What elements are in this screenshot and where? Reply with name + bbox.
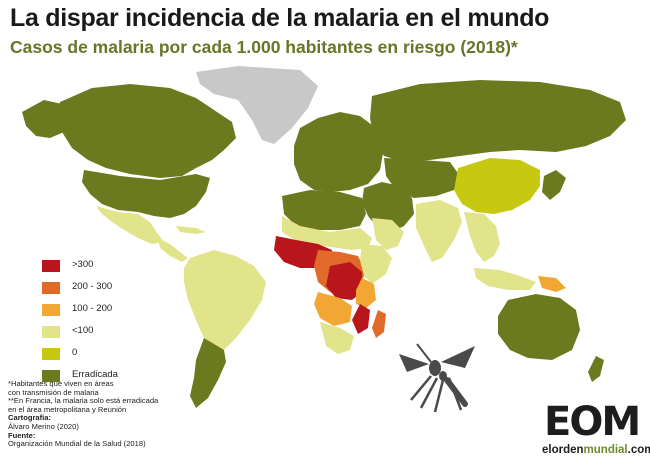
region-dr-congo — [326, 262, 362, 300]
legend-label: 100 - 200 — [72, 303, 113, 314]
region-southern-cone — [190, 338, 226, 408]
footnotes: *Habitantes que viven en áreas con trans… — [8, 379, 208, 449]
region-usa — [82, 170, 210, 218]
region-greenland — [196, 66, 318, 144]
logo-text-c: .com — [627, 444, 650, 456]
region-southern-africa — [320, 322, 354, 354]
region-china — [454, 158, 540, 214]
legend-swatch — [42, 282, 60, 294]
region-mozambique — [352, 304, 370, 334]
region-india — [416, 200, 462, 262]
region-europe — [294, 112, 384, 192]
region-north-africa — [282, 190, 366, 230]
logo-mark: EOM — [544, 399, 641, 445]
region-east-asia-islands — [542, 170, 566, 200]
footnote-line: con transmisión de malaria — [8, 387, 99, 397]
page-subtitle: Casos de malaria por cada 1.000 habitant… — [10, 37, 518, 57]
region-southeast-asia — [464, 212, 500, 262]
region-alaska — [22, 100, 64, 138]
logo-text-a: elorden — [542, 444, 584, 456]
region-new-zealand — [588, 356, 604, 382]
legend-swatch — [42, 304, 60, 316]
legend-label: 0 — [72, 347, 78, 358]
legend-label: <100 — [72, 325, 94, 336]
legend-label: Erradicada — [72, 369, 118, 380]
region-east-africa-mid — [356, 278, 376, 308]
region-canada — [56, 84, 236, 178]
mosquito-icon — [399, 343, 475, 413]
region-madagascar — [372, 310, 386, 338]
cartography-value: Álvaro Merino (2020) — [8, 421, 79, 431]
region-east-africa — [360, 244, 392, 284]
legend-swatch — [42, 260, 60, 272]
region-angola — [314, 292, 352, 326]
footnote-line: en el área metropolitana y Reunión — [8, 404, 127, 414]
region-arabia — [372, 218, 404, 250]
region-indonesia — [474, 268, 536, 290]
source-value: Organización Mundial de la Salud (2018) — [8, 439, 146, 449]
cartography-label: Cartografía: — [8, 413, 52, 423]
region-png — [538, 276, 566, 292]
legend-swatch — [42, 348, 60, 360]
region-caribbean — [176, 226, 206, 234]
footnote-line: **En Francia, la malaria solo está errad… — [8, 396, 159, 406]
region-central-america — [158, 238, 188, 262]
region-central-asia — [384, 158, 460, 198]
legend-swatch — [42, 370, 60, 382]
region-australia — [498, 294, 580, 360]
logo-text: elordenmundial.com — [542, 444, 650, 456]
region-russia — [370, 80, 626, 162]
source-label: Fuente: — [8, 430, 36, 440]
legend-label: 200 - 300 — [72, 281, 113, 292]
legend-label: >300 — [72, 259, 94, 270]
logo-text-b: mundial — [583, 444, 628, 456]
footnote-line: *Habitantes que viven en áreas — [8, 379, 114, 388]
page-title: La dispar incidencia de la malaria en el… — [10, 4, 550, 32]
region-mexico — [96, 206, 164, 244]
legend-swatch — [42, 326, 60, 338]
region-south-america-low — [184, 250, 266, 350]
eom-logo: EOM elordenmundial.com — [540, 402, 650, 459]
region-sahel — [282, 216, 372, 250]
world-map — [22, 66, 626, 408]
